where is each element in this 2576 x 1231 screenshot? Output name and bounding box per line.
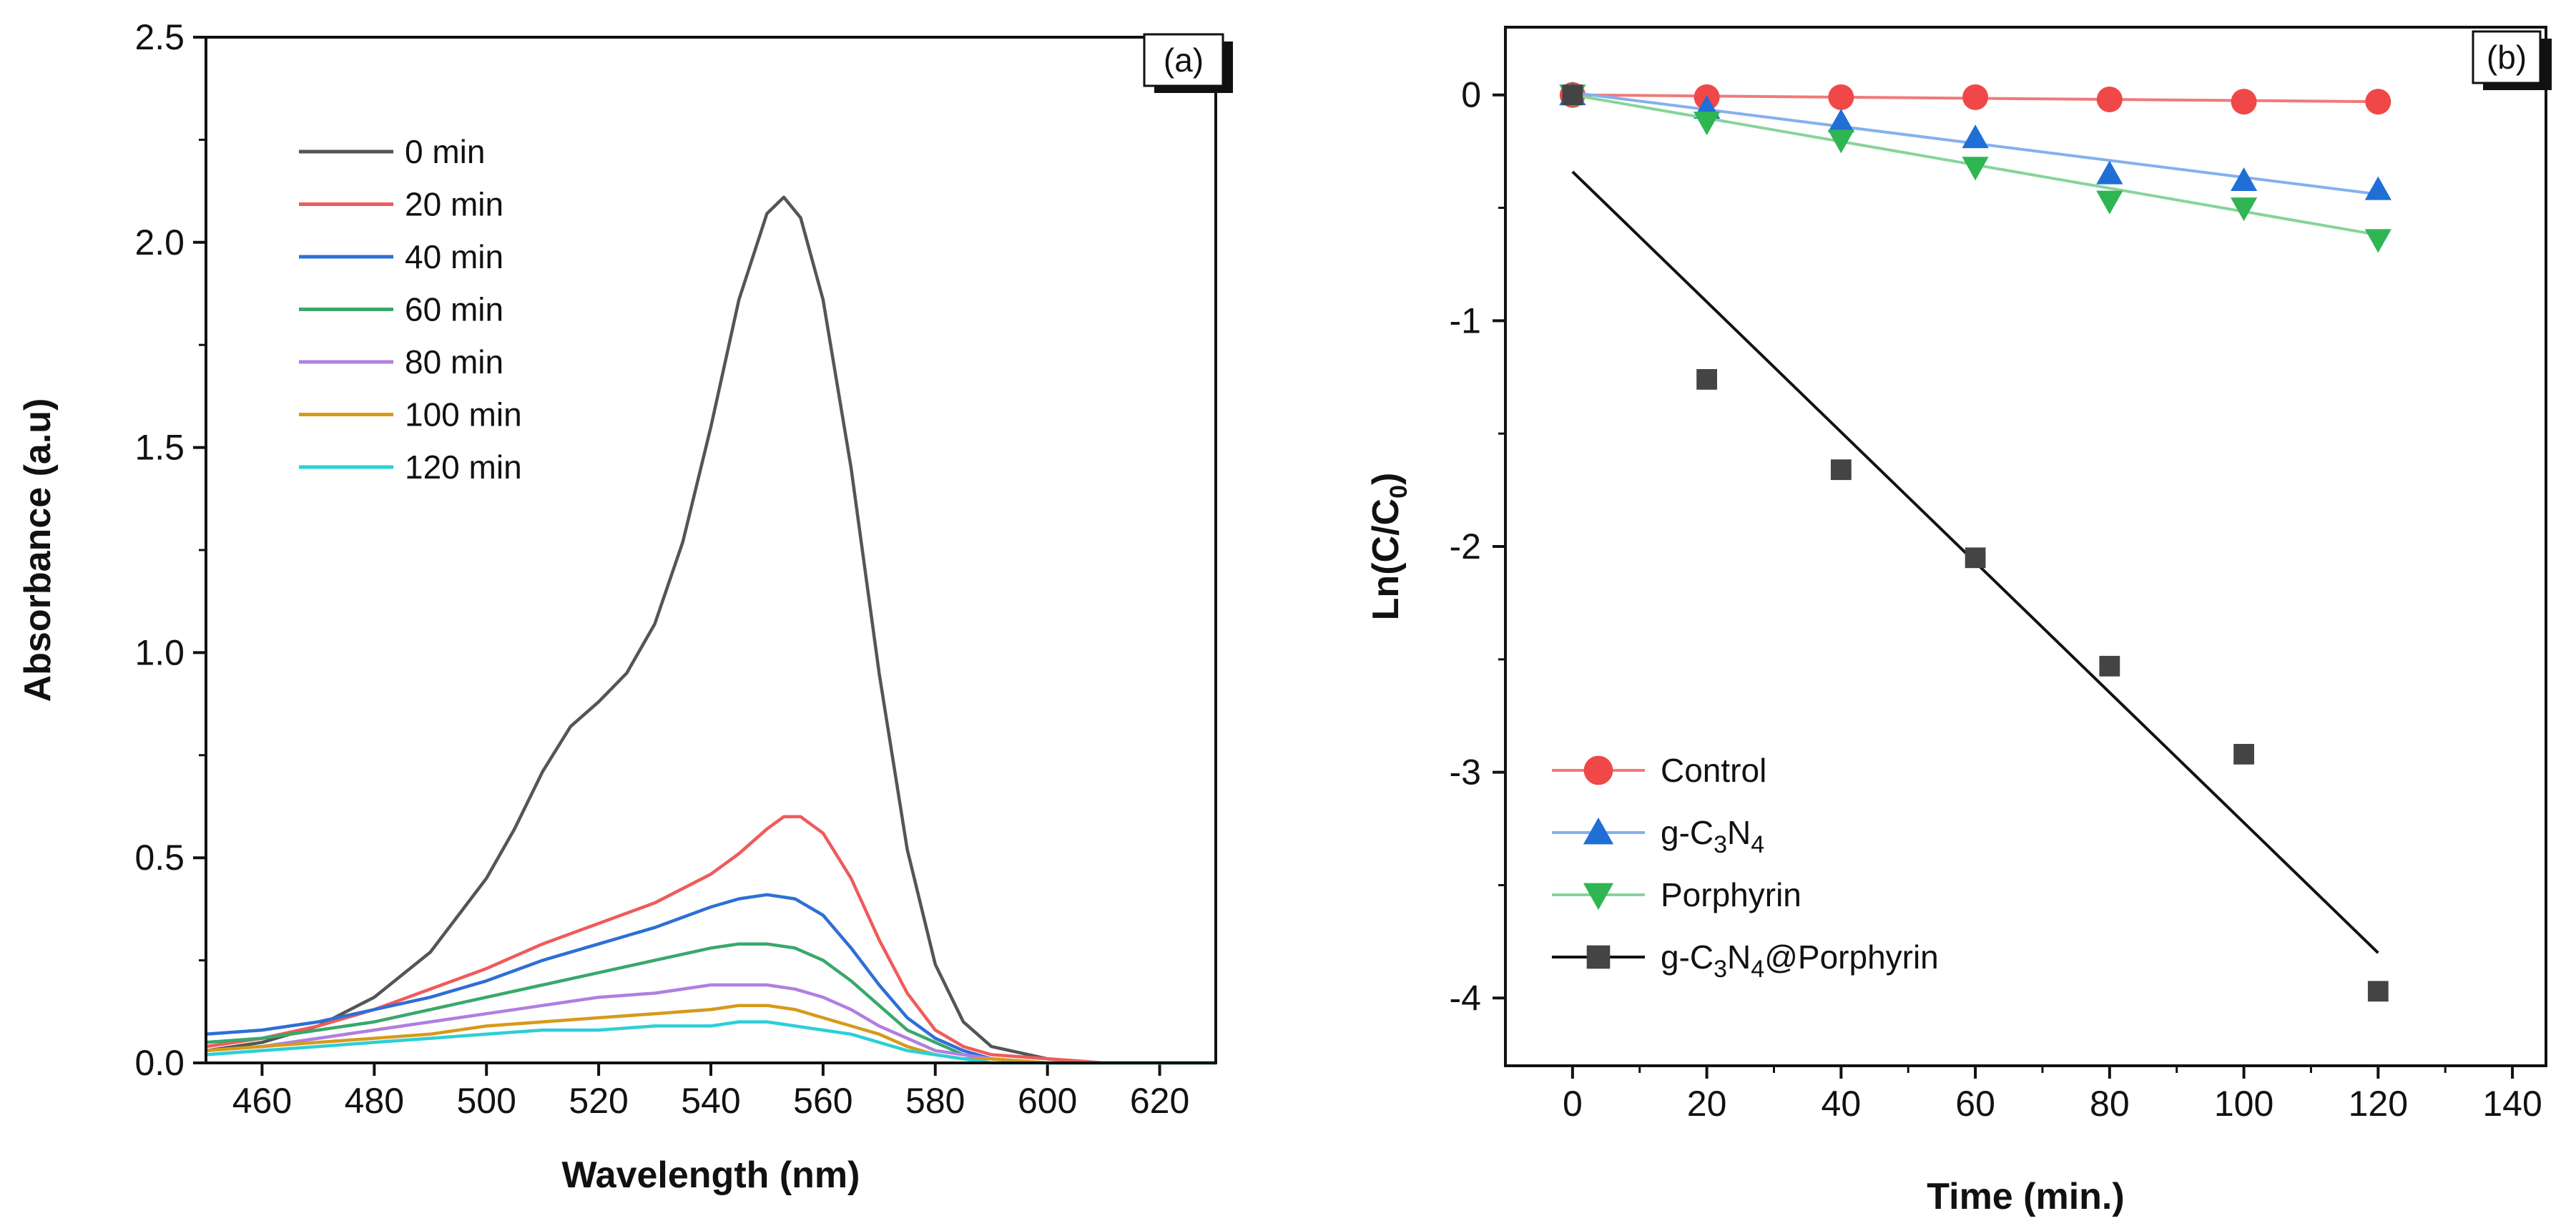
panel-b-x-tick-label: 0 <box>1563 1084 1583 1124</box>
legend-label-20-min: 20 min <box>405 186 503 223</box>
data-point-porphyrin <box>1827 129 1854 154</box>
panel-a-y-axis-title: Absorbance (a.u) <box>17 398 59 702</box>
data-point-porphyrin <box>2230 197 2258 222</box>
panel-a-x-tick-label: 540 <box>681 1081 740 1121</box>
data-point-porphyrin <box>2364 229 2391 253</box>
panel-a-legend: 0 min 20 min 40 min 60 min 80 min 100 min 120 … <box>299 133 522 486</box>
panel-a-y-tick-label: 0.5 <box>134 838 185 878</box>
panel-a-y-tick-label: 1.5 <box>134 428 185 468</box>
panel-b-kinetics: 0 20 40 60 80 100 120 140 0 -1 -2 -3 -4 Control g-C3N… <box>1365 26 2552 1217</box>
panel-b-y-tick-label: -4 <box>1450 978 1481 1018</box>
panel-a-x-tick-label: 460 <box>232 1081 292 1121</box>
data-point-porphyrin <box>2096 190 2123 215</box>
legend-entry-control: Control <box>1552 752 1766 789</box>
panel-a-x-tick-label: 500 <box>457 1081 516 1121</box>
data-point-g-c3n4-porphyrin <box>1830 459 1852 481</box>
panel-b-y-tick-label: -1 <box>1450 300 1481 340</box>
legend-label-40-min: 40 min <box>405 238 503 275</box>
data-point-control <box>2096 87 2123 113</box>
data-point-control <box>1962 84 1989 110</box>
legend-marker-g-c3n4 <box>1583 817 1614 845</box>
data-point-g-c3n4-porphyrin <box>1696 369 1718 390</box>
data-point-porphyrin <box>1962 157 1989 181</box>
panel-b-legend: Control g-C3N4 Porphyrin g-C3N4@Porphyrin <box>1552 752 1939 983</box>
panel-a-x-tick-label: 480 <box>345 1081 404 1121</box>
panel-b-x-tick-label: 80 <box>2090 1084 2130 1124</box>
series-g-c3n4-porphyrin <box>1562 84 2389 1002</box>
panel-b-x-tick-label: 100 <box>2214 1084 2273 1124</box>
panel-a-x-tick-label: 580 <box>905 1081 965 1121</box>
panel-a-tick-labels: 460 480 500 520 540 560 580 600 620 0.0 0.5 1.0 1.5 2… <box>134 17 1189 1121</box>
data-point-g-c3n4-porphyrin <box>1965 547 1986 569</box>
data-point-g-c3n4-porphyrin <box>2099 655 2120 677</box>
legend-label-120-min: 120 min <box>405 448 522 486</box>
legend-marker-porphyrin <box>1583 883 1614 911</box>
panel-a-series-lines <box>205 195 1216 1065</box>
data-point-control <box>2231 89 2257 115</box>
panel-a-plot-frame <box>205 36 1217 1064</box>
legend-label-80-min: 80 min <box>405 343 503 381</box>
panel-a-y-tick-label: 2.0 <box>134 222 185 263</box>
data-point-g-c3n4 <box>2230 167 2258 192</box>
series-line-0-min <box>205 195 1216 1065</box>
data-point-g-c3n4-porphyrin <box>1562 84 1583 106</box>
panel-a-x-tick-label: 600 <box>1018 1081 1077 1121</box>
legend-label-100-min: 100 min <box>405 396 522 433</box>
legend-label-60-min: 60 min <box>405 291 503 328</box>
panel-a-x-tick-label: 560 <box>793 1081 852 1121</box>
panel-b-y-tick-label: -3 <box>1450 752 1481 793</box>
series-line-100-min <box>205 1004 1216 1065</box>
panel-b-x-axis-title: Time (min.) <box>1927 1176 2124 1217</box>
legend-marker-g-c3n4-porphyrin <box>1586 945 1611 969</box>
data-point-g-c3n4-porphyrin <box>2367 981 2389 1002</box>
panel-a-tag-box: (a) <box>1143 33 1233 93</box>
legend-label-g-c3n4: g-C3N4 <box>1661 814 1764 858</box>
legend-entry-porphyrin: Porphyrin <box>1552 876 1801 913</box>
panel-a-label: (a) <box>1164 41 1204 79</box>
data-point-control <box>1828 84 1854 110</box>
panel-a-y-tick-label: 2.5 <box>134 17 185 57</box>
panel-b-y-axis-title: Ln(C/C0) <box>1365 473 1412 621</box>
data-point-g-c3n4 <box>1962 124 1989 149</box>
panel-a-y-tick-label: 1.0 <box>134 632 185 672</box>
panel-b-x-tick-label: 140 <box>2482 1084 2542 1124</box>
data-point-g-c3n4-porphyrin <box>2233 744 2254 765</box>
legend-label-g-c3n4-porphyrin: g-C3N4@Porphyrin <box>1661 938 1939 983</box>
legend-marker-control <box>1583 755 1613 785</box>
panel-b-y-tick-label: -2 <box>1450 526 1481 567</box>
panel-b-series <box>1559 82 2391 1002</box>
panel-b-x-tick-label: 120 <box>2349 1084 2408 1124</box>
series-line-20-min <box>205 815 1216 1065</box>
legend-label-control: Control <box>1661 752 1766 789</box>
panel-b-x-tick-label: 20 <box>1687 1084 1727 1124</box>
panel-a-x-axis-title: Wavelength (nm) <box>562 1154 860 1196</box>
data-point-g-c3n4 <box>1827 108 1854 132</box>
panel-a-absorbance-spectra: 460 480 500 520 540 560 580 600 620 0.0 0.5 1.0 1.5 2… <box>17 17 1233 1196</box>
panel-a-y-tick-label: 0.0 <box>134 1043 185 1083</box>
panel-b-tick-labels: 0 20 40 60 80 100 120 140 0 -1 -2 -3 -4 <box>1450 75 2542 1124</box>
panel-b-x-tick-label: 40 <box>1822 1084 1862 1124</box>
legend-label-0-min: 0 min <box>405 133 485 170</box>
panel-a-x-tick-label: 520 <box>569 1081 628 1121</box>
legend-entry-g-c3n4-porphyrin: g-C3N4@Porphyrin <box>1552 938 1939 983</box>
data-point-g-c3n4 <box>2096 160 2123 185</box>
data-point-control <box>2365 89 2391 115</box>
data-point-porphyrin <box>1693 112 1721 136</box>
panel-b-x-tick-label: 60 <box>1955 1084 1995 1124</box>
panel-b-tag-box: (b) <box>2472 30 2552 90</box>
panel-a-x-tick-label: 620 <box>1130 1081 1189 1121</box>
panel-b-plot-frame <box>1504 26 2547 1067</box>
panel-b-label: (b) <box>2487 39 2527 76</box>
panel-b-y-tick-label: 0 <box>1461 75 1481 115</box>
legend-label-porphyrin: Porphyrin <box>1661 876 1801 913</box>
legend-entry-g-c3n4: g-C3N4 <box>1552 814 1764 858</box>
data-point-g-c3n4 <box>2364 176 2391 200</box>
